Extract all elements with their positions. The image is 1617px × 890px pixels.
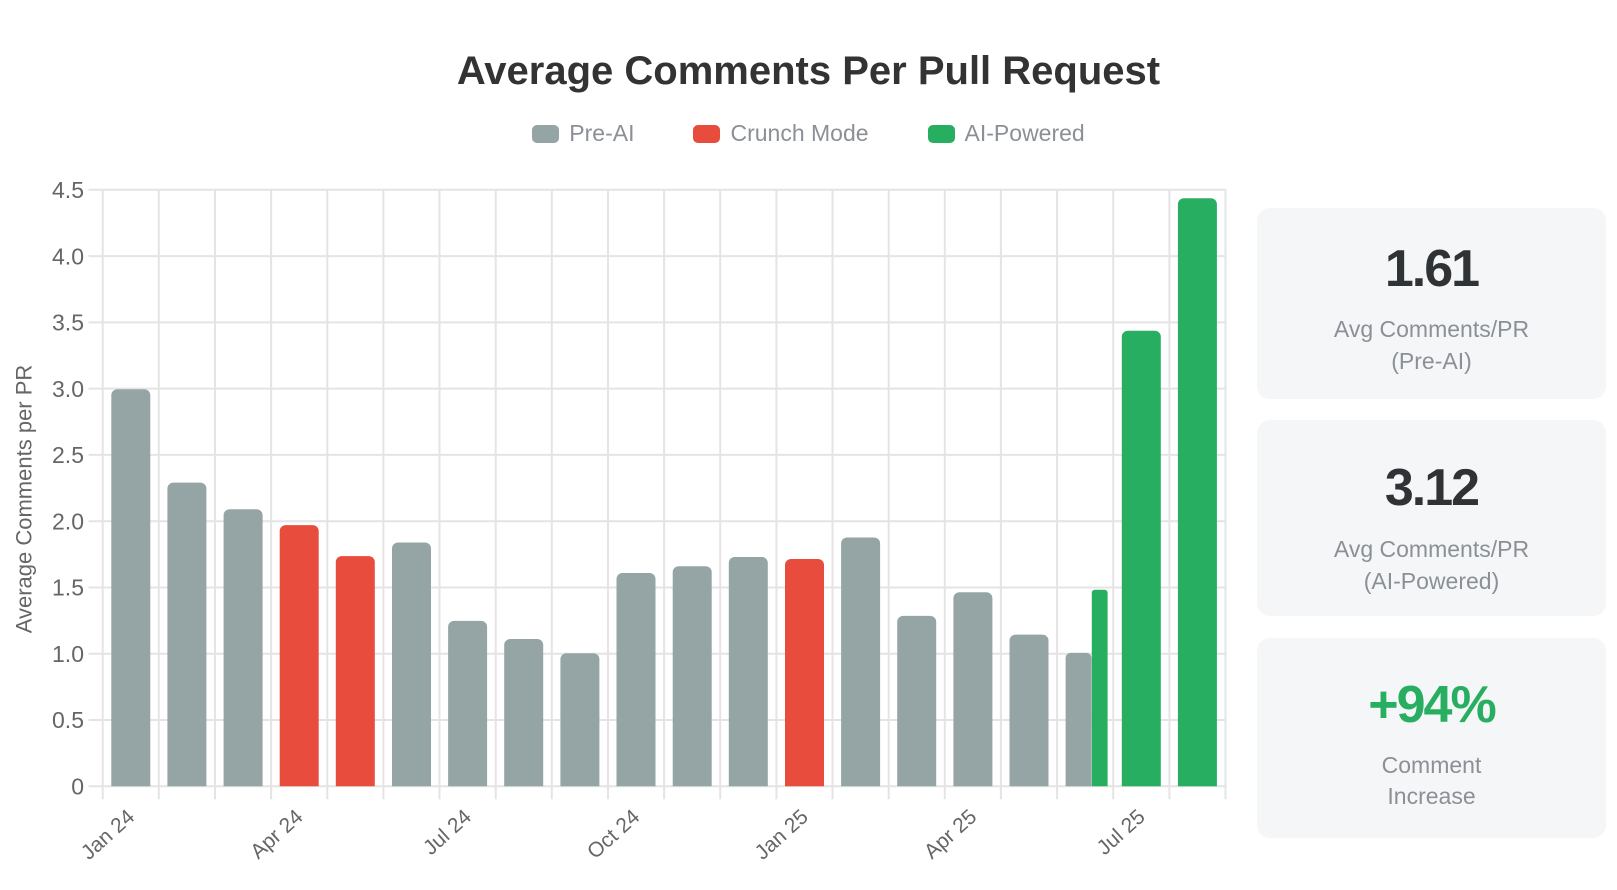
svg-text:Jan 25: Jan 25 — [751, 805, 813, 864]
svg-text:2.5: 2.5 — [52, 442, 84, 468]
svg-text:0: 0 — [71, 774, 84, 800]
svg-text:1.5: 1.5 — [52, 575, 84, 601]
svg-text:Jul 25: Jul 25 — [1093, 805, 1150, 860]
svg-text:Oct 24: Oct 24 — [583, 805, 645, 864]
svg-text:4.0: 4.0 — [52, 243, 84, 269]
svg-text:4.5: 4.5 — [52, 177, 84, 203]
svg-text:3.0: 3.0 — [52, 376, 84, 402]
svg-text:2.0: 2.0 — [52, 508, 84, 534]
svg-text:Apr 24: Apr 24 — [246, 805, 308, 864]
svg-text:Apr 25: Apr 25 — [920, 805, 981, 863]
svg-text:1.0: 1.0 — [52, 641, 84, 667]
svg-text:Average Comments per PR: Average Comments per PR — [12, 365, 37, 634]
svg-text:Jan 24: Jan 24 — [77, 805, 139, 864]
svg-text:0.5: 0.5 — [52, 707, 84, 733]
svg-text:3.5: 3.5 — [52, 310, 84, 336]
svg-text:Jul 24: Jul 24 — [419, 805, 476, 860]
